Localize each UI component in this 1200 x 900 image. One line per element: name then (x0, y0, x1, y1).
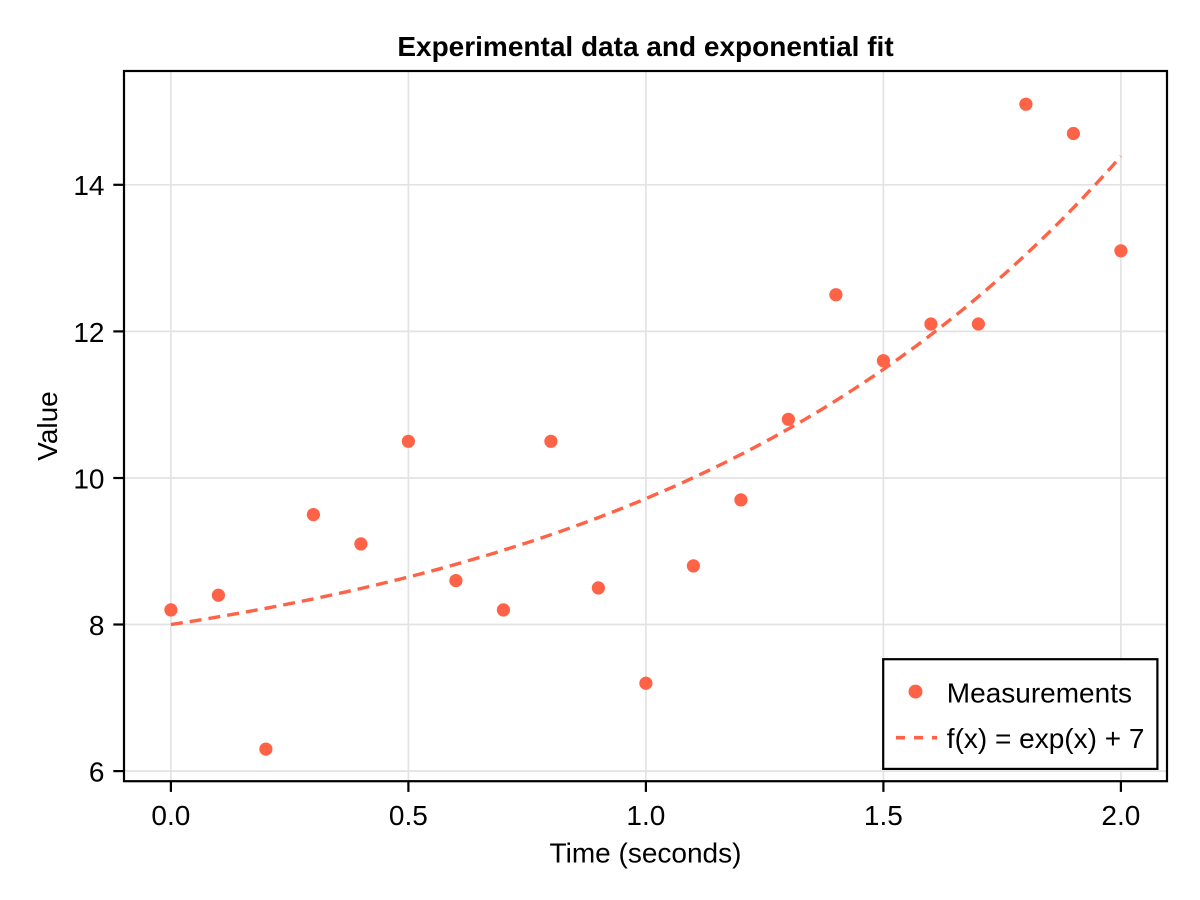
svg-text:0.5: 0.5 (389, 800, 428, 831)
svg-text:8: 8 (89, 610, 105, 641)
svg-text:Time (seconds): Time (seconds) (550, 838, 742, 869)
svg-text:1.5: 1.5 (864, 800, 903, 831)
svg-text:12: 12 (73, 317, 104, 348)
svg-text:Value: Value (32, 391, 63, 461)
svg-text:0.0: 0.0 (151, 800, 190, 831)
svg-text:f(x) = exp(x) + 7: f(x) = exp(x) + 7 (947, 723, 1145, 754)
svg-text:10: 10 (73, 463, 104, 494)
svg-text:1.0: 1.0 (626, 800, 665, 831)
svg-text:Measurements: Measurements (947, 677, 1132, 708)
svg-text:6: 6 (89, 757, 105, 788)
svg-text:14: 14 (73, 170, 104, 201)
svg-text:2.0: 2.0 (1101, 800, 1140, 831)
svg-text:Experimental data and exponent: Experimental data and exponential fit (397, 31, 893, 62)
